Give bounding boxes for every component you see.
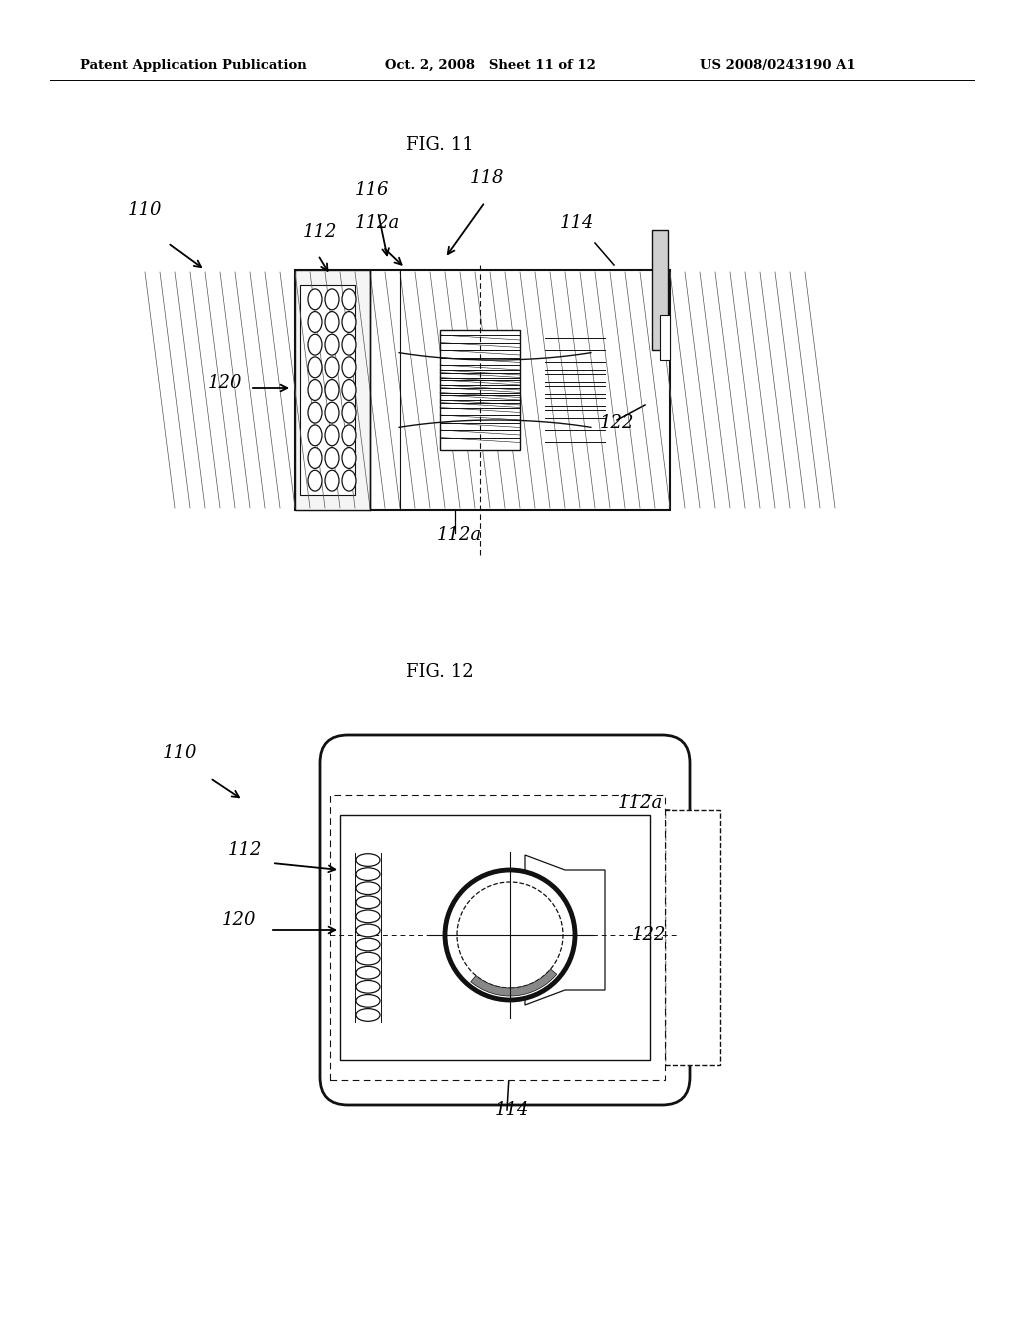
Ellipse shape <box>308 380 322 400</box>
Ellipse shape <box>325 312 339 333</box>
Text: 118: 118 <box>470 169 505 187</box>
Ellipse shape <box>356 981 380 993</box>
Ellipse shape <box>356 952 380 965</box>
FancyBboxPatch shape <box>319 735 690 1105</box>
Text: 120: 120 <box>208 374 243 392</box>
Ellipse shape <box>342 403 356 424</box>
Polygon shape <box>370 810 450 1049</box>
Ellipse shape <box>342 356 356 378</box>
Ellipse shape <box>308 356 322 378</box>
Ellipse shape <box>356 867 380 880</box>
Ellipse shape <box>356 882 380 895</box>
Text: 122: 122 <box>600 414 635 432</box>
Ellipse shape <box>356 909 380 923</box>
Ellipse shape <box>325 289 339 310</box>
Bar <box>440 330 520 450</box>
Bar <box>660 315 670 360</box>
Text: 112: 112 <box>303 223 338 242</box>
Ellipse shape <box>308 403 322 424</box>
Ellipse shape <box>356 1008 380 1022</box>
Ellipse shape <box>342 470 356 491</box>
Text: FIG. 12: FIG. 12 <box>407 663 474 681</box>
Ellipse shape <box>325 334 339 355</box>
Ellipse shape <box>342 312 356 333</box>
Ellipse shape <box>356 854 380 866</box>
Text: Oct. 2, 2008   Sheet 11 of 12: Oct. 2, 2008 Sheet 11 of 12 <box>385 58 596 71</box>
Circle shape <box>457 882 563 987</box>
Text: 112a: 112a <box>618 795 664 812</box>
Ellipse shape <box>308 447 322 469</box>
Ellipse shape <box>308 312 322 333</box>
Text: FIG. 11: FIG. 11 <box>407 136 474 154</box>
Circle shape <box>445 870 575 1001</box>
Ellipse shape <box>325 380 339 400</box>
Text: 112a: 112a <box>355 214 400 232</box>
Ellipse shape <box>308 334 322 355</box>
Ellipse shape <box>342 447 356 469</box>
Text: 112: 112 <box>228 841 262 859</box>
Text: Patent Application Publication: Patent Application Publication <box>80 58 307 71</box>
Ellipse shape <box>342 334 356 355</box>
Text: 122: 122 <box>632 927 667 944</box>
Ellipse shape <box>356 966 380 979</box>
Bar <box>300 285 355 495</box>
Ellipse shape <box>356 994 380 1007</box>
Bar <box>295 271 670 510</box>
Ellipse shape <box>325 403 339 424</box>
Text: 116: 116 <box>355 181 389 199</box>
Ellipse shape <box>342 425 356 446</box>
Ellipse shape <box>342 289 356 310</box>
Text: 110: 110 <box>128 201 163 219</box>
Bar <box>665 810 720 1065</box>
Text: 112a: 112a <box>437 525 482 544</box>
Ellipse shape <box>356 939 380 950</box>
Bar <box>340 814 650 1060</box>
Text: 114: 114 <box>560 214 595 232</box>
Ellipse shape <box>356 924 380 937</box>
Ellipse shape <box>308 425 322 446</box>
Ellipse shape <box>325 447 339 469</box>
Wedge shape <box>471 969 557 997</box>
Ellipse shape <box>342 380 356 400</box>
Ellipse shape <box>325 425 339 446</box>
Text: 114: 114 <box>495 1101 529 1119</box>
Polygon shape <box>400 880 450 979</box>
Ellipse shape <box>325 470 339 491</box>
Bar <box>295 271 370 510</box>
Ellipse shape <box>308 289 322 310</box>
Text: US 2008/0243190 A1: US 2008/0243190 A1 <box>700 58 856 71</box>
Polygon shape <box>505 810 670 1049</box>
Ellipse shape <box>356 896 380 908</box>
Polygon shape <box>525 855 605 1005</box>
Bar <box>330 795 665 1080</box>
Text: 120: 120 <box>222 911 256 929</box>
Text: 110: 110 <box>163 744 198 762</box>
Ellipse shape <box>325 356 339 378</box>
Ellipse shape <box>308 470 322 491</box>
Bar <box>652 230 668 350</box>
